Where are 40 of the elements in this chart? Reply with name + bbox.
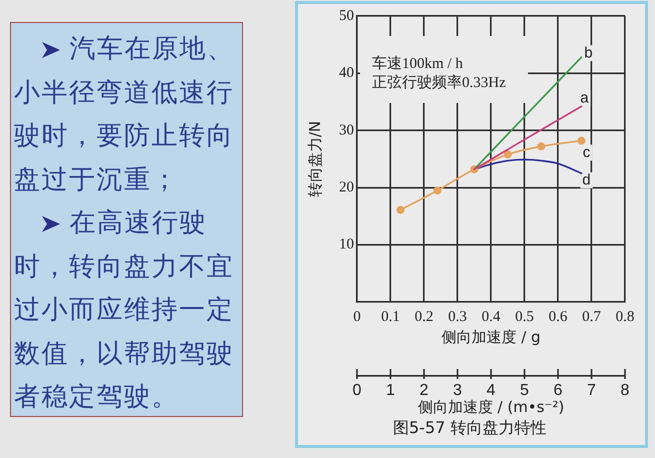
x2-tick-label: 1 — [386, 382, 396, 400]
y-tick-label: 20 — [339, 180, 354, 196]
y-tick-label: 10 — [339, 236, 354, 253]
series-label: a — [580, 90, 590, 107]
point — [577, 136, 586, 145]
x-tick-label: 0.8 — [616, 308, 634, 325]
text: 在高速行驶时，转向盘力不宜过小而应维持一定数值，以帮助驾驶者稳定驾驶。 — [14, 208, 234, 412]
x-axis-title: 侧向加速度 / g — [441, 328, 541, 346]
point — [537, 142, 546, 150]
x2-tick-label: 4 — [486, 382, 496, 400]
x-tick-label: 0.5 — [515, 308, 534, 325]
x2-axis-title: 侧向加速度 / (m•s⁻²) — [418, 398, 564, 416]
x-tick-label: 0 — [353, 308, 361, 325]
caption: 图5-57 转向盘力特性 — [393, 418, 546, 438]
annotation: 正弦行驶频率0.33Hz — [372, 74, 506, 91]
y-axis-title: 转向盘力/N — [306, 120, 324, 198]
annotation: 车速100km / h — [372, 54, 464, 72]
series-label: b — [584, 44, 593, 62]
y-tick-label: 30 — [339, 122, 354, 138]
series-label: c — [582, 144, 591, 161]
point — [504, 150, 512, 158]
x-tick-label: 0.3 — [448, 308, 467, 325]
x2-tick-label: 5 — [520, 382, 530, 400]
x2-tick-label: 3 — [453, 382, 462, 400]
y-tick-label: 50 — [339, 8, 354, 24]
x2-tick-label: 8 — [620, 382, 630, 400]
y-tick-label: 40 — [339, 65, 354, 82]
x-tick-label: 0.2 — [414, 308, 434, 325]
x2-tick-label: 7 — [587, 382, 596, 400]
x2-tick-label: 0 — [352, 382, 362, 400]
x-tick-label: 0.7 — [582, 308, 602, 325]
x2-tick-label: 6 — [554, 382, 563, 400]
point — [396, 206, 405, 214]
x-tick-label: 0.6 — [548, 308, 568, 325]
series-label: d — [582, 171, 591, 188]
x2-tick-label: 2 — [420, 382, 429, 400]
text: 汽车在原地、小半径弯道低速行驶时，要防止转向盘过于沉重； — [14, 34, 234, 194]
x-tick-label: 0.1 — [381, 308, 400, 325]
x-tick-label: 0.4 — [482, 308, 501, 325]
point — [433, 186, 442, 194]
